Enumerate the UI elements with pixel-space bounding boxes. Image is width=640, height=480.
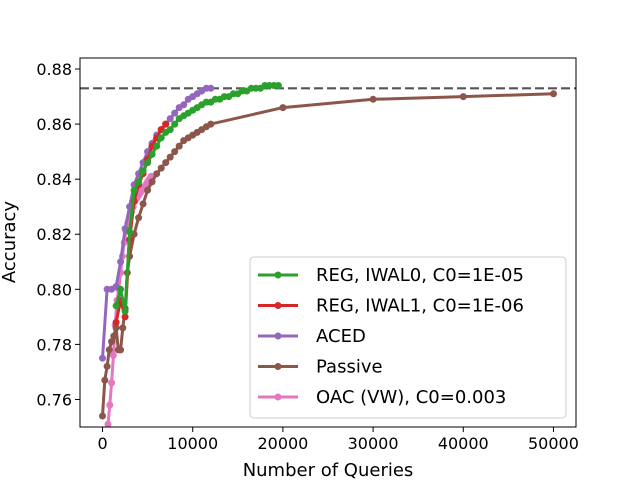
data-point — [171, 148, 179, 156]
legend-box — [249, 256, 567, 419]
x-axis-label: Number of Queries — [243, 460, 414, 480]
legend-label: Passive — [316, 357, 383, 378]
data-point — [162, 159, 170, 167]
data-point — [175, 142, 183, 150]
data-point — [109, 351, 117, 359]
y-tick-label: 0.78 — [36, 335, 72, 354]
data-point — [144, 186, 152, 194]
legend-swatch-marker — [274, 271, 282, 279]
y-tick-label: 0.80 — [36, 280, 72, 299]
legend-item: ACED — [258, 326, 366, 347]
data-point — [166, 115, 174, 123]
y-tick-label: 0.86 — [36, 115, 72, 134]
data-point — [279, 104, 287, 112]
data-point — [104, 420, 112, 427]
data-point — [121, 307, 129, 315]
data-point — [148, 178, 156, 186]
data-point — [171, 120, 179, 128]
data-point — [112, 324, 120, 332]
data-point — [139, 200, 147, 208]
legend-label: REG, IWAL0, C0=1E-05 — [316, 265, 524, 286]
legend-swatch-marker — [274, 393, 282, 401]
data-point — [207, 84, 215, 92]
series-3 — [99, 90, 557, 420]
legend-item: Passive — [258, 357, 383, 378]
data-point — [103, 362, 111, 370]
y-tick-label: 0.84 — [36, 170, 72, 189]
data-point — [274, 82, 282, 89]
legend-swatch-marker — [274, 302, 282, 309]
data-point — [369, 95, 377, 103]
x-tick-label: 40000 — [438, 434, 489, 453]
data-point — [117, 258, 125, 266]
data-point — [101, 376, 109, 384]
x-tick-label: 0 — [97, 434, 107, 453]
y-tick-label: 0.82 — [36, 225, 72, 244]
data-point — [130, 186, 138, 194]
data-point — [162, 120, 170, 128]
legend-item: REG, IWAL1, C0=1E-06 — [258, 296, 524, 317]
x-tick-label: 30000 — [348, 434, 399, 453]
data-point — [105, 346, 113, 354]
data-point — [550, 90, 557, 98]
data-point — [207, 120, 215, 128]
data-point — [148, 150, 156, 158]
data-point — [106, 401, 114, 409]
data-point — [112, 302, 120, 310]
data-point — [157, 164, 165, 172]
data-point — [166, 126, 174, 134]
data-point — [108, 338, 116, 346]
data-point — [144, 159, 152, 167]
legend-label: ACED — [316, 326, 366, 347]
y-tick-label: 0.88 — [36, 60, 72, 79]
data-point — [153, 170, 161, 178]
x-tick-label: 50000 — [528, 434, 579, 453]
data-point — [121, 313, 129, 321]
y-axis-label: Accuracy — [0, 201, 20, 284]
x-tick-label: 20000 — [257, 434, 308, 453]
legend-swatch-marker — [274, 332, 282, 340]
legend-item: OAC (VW), C0=0.003 — [258, 387, 506, 408]
data-point — [117, 346, 125, 354]
data-point — [126, 228, 134, 235]
data-point — [157, 134, 165, 142]
data-point — [153, 142, 161, 150]
data-point — [135, 178, 143, 186]
data-point — [112, 318, 120, 326]
legend-swatch-marker — [274, 363, 282, 370]
data-point — [166, 153, 174, 161]
data-point — [99, 354, 106, 362]
legend-item: REG, IWAL0, C0=1E-05 — [258, 265, 524, 286]
plot-frame — [79, 57, 577, 428]
data-point — [117, 285, 125, 293]
data-point — [108, 379, 116, 387]
data-point — [459, 93, 467, 101]
data-point — [99, 412, 106, 420]
series-0 — [112, 82, 282, 315]
y-tick-label: 0.76 — [36, 390, 72, 409]
data-point — [135, 214, 143, 222]
data-point — [171, 109, 179, 117]
x-tick-label: 10000 — [167, 434, 218, 453]
data-point — [119, 324, 127, 332]
legend-label: REG, IWAL1, C0=1E-06 — [316, 296, 524, 317]
data-point — [110, 332, 118, 340]
data-point — [139, 167, 147, 175]
legend-label: OAC (VW), C0=0.003 — [316, 387, 506, 408]
data-point — [180, 101, 188, 109]
